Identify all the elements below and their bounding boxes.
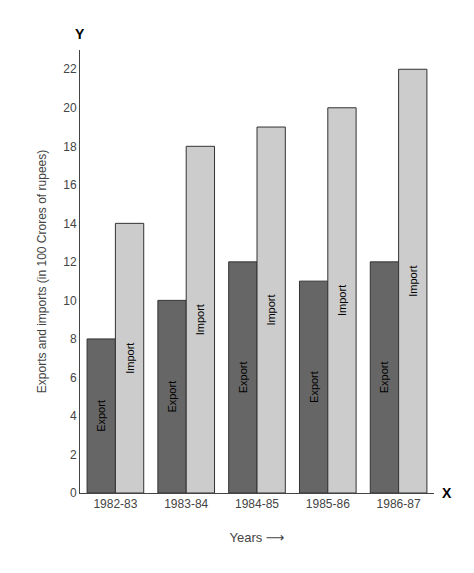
svg-text:Import: Import bbox=[265, 294, 277, 325]
svg-text:Export: Export bbox=[237, 362, 249, 394]
svg-text:20: 20 bbox=[63, 101, 77, 115]
svg-text:Y: Y bbox=[75, 26, 85, 42]
svg-text:4: 4 bbox=[70, 409, 77, 423]
svg-text:1982-83: 1982-83 bbox=[93, 497, 137, 511]
svg-text:6: 6 bbox=[70, 371, 77, 385]
svg-text:Import: Import bbox=[336, 285, 348, 316]
svg-text:1984-85: 1984-85 bbox=[235, 497, 279, 511]
svg-text:1983-84: 1983-84 bbox=[164, 497, 208, 511]
svg-text:0: 0 bbox=[70, 486, 77, 500]
svg-text:Export: Export bbox=[308, 371, 320, 403]
svg-text:12: 12 bbox=[63, 255, 77, 269]
svg-text:16: 16 bbox=[63, 178, 77, 192]
svg-text:Import: Import bbox=[194, 304, 206, 335]
svg-text:8: 8 bbox=[70, 332, 77, 346]
svg-text:Import: Import bbox=[124, 343, 136, 374]
svg-text:1986-87: 1986-87 bbox=[377, 497, 421, 511]
svg-text:10: 10 bbox=[63, 294, 77, 308]
svg-text:Import: Import bbox=[407, 266, 419, 297]
svg-text:2: 2 bbox=[70, 448, 77, 462]
svg-text:Export: Export bbox=[166, 381, 178, 413]
svg-text:14: 14 bbox=[63, 217, 77, 231]
svg-text:Export: Export bbox=[95, 400, 107, 432]
svg-text:Export: Export bbox=[378, 362, 390, 394]
svg-text:X: X bbox=[442, 485, 452, 501]
svg-text:22: 22 bbox=[63, 62, 77, 76]
svg-text:1985-86: 1985-86 bbox=[306, 497, 350, 511]
svg-text:Exports and imports (in 100 Cr: Exports and imports (in 100 Crores of ru… bbox=[35, 150, 49, 393]
svg-text:Years ⟶: Years ⟶ bbox=[229, 530, 284, 545]
svg-text:18: 18 bbox=[63, 140, 77, 154]
